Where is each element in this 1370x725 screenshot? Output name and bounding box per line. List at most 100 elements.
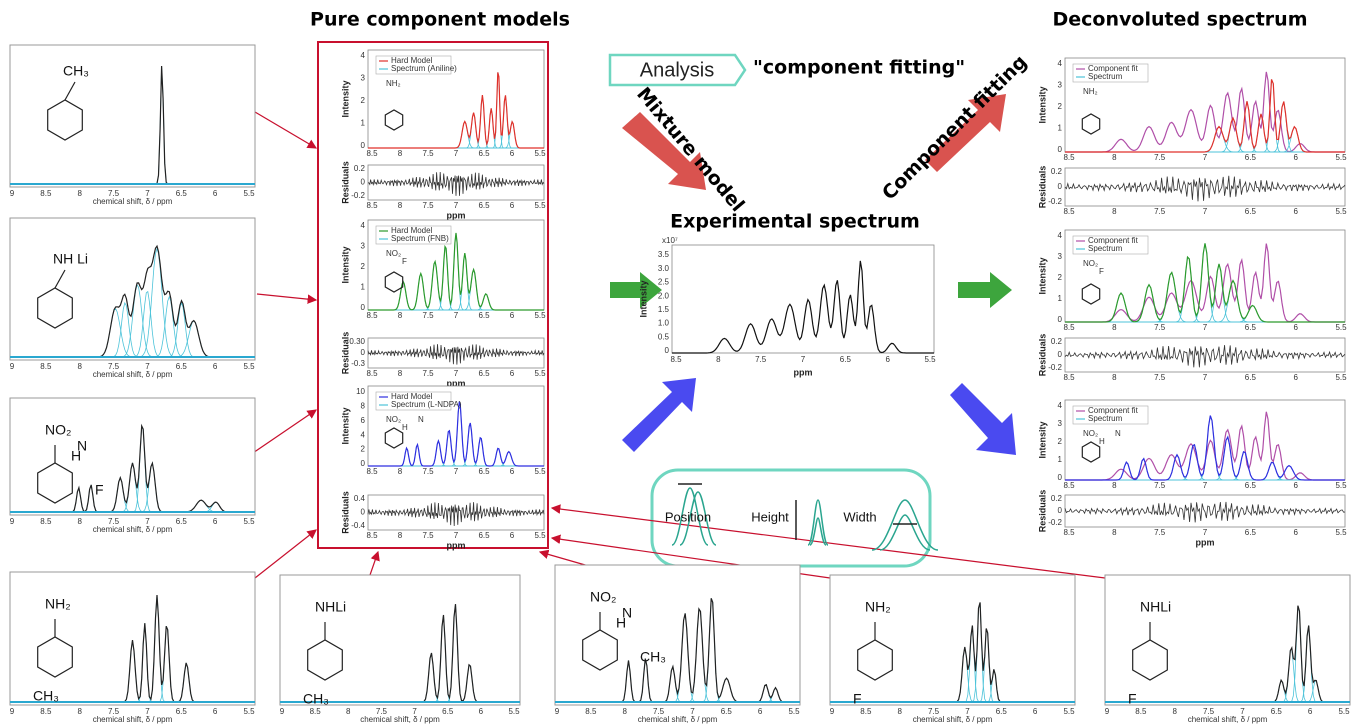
x-tick-label: 9	[10, 362, 15, 371]
y-tick-label: 3	[361, 242, 366, 251]
x-tick-label: 5.5	[1335, 207, 1347, 216]
x-tick-label: 8.5	[1063, 153, 1075, 162]
y-tick-label: 0	[361, 303, 366, 312]
x-tick-label: 7	[1203, 153, 1208, 162]
x-tick-label: 8	[897, 707, 902, 716]
x-tick-label: 7	[965, 707, 970, 716]
x-tick-label: 8.5	[310, 707, 322, 716]
y-tick-label: 0.2	[354, 164, 366, 173]
x-tick-label: 5.5	[243, 189, 255, 198]
benzene-ring	[1081, 113, 1101, 135]
axis-label: Residuals	[340, 161, 350, 204]
x-tick-label: 8.5	[366, 201, 378, 210]
legend-box	[375, 55, 452, 75]
x-tick-label: 6.5	[176, 517, 188, 526]
x-tick-label: 5.5	[534, 531, 546, 540]
x-tick-label: 8.5	[366, 467, 378, 476]
legend-label: Spectrum	[1088, 414, 1123, 423]
chemical-group: H	[402, 423, 408, 432]
x-tick-label: 5.5	[534, 149, 546, 158]
y-tick-label: 0	[361, 459, 366, 468]
heading: Experimental spectrum	[670, 211, 920, 233]
x-tick-label: 6	[510, 467, 515, 476]
spectrum-line	[1065, 243, 1345, 323]
x-tick-label: 8	[1112, 153, 1117, 162]
x-tick-label: 6.5	[478, 531, 490, 540]
arrow-green	[610, 272, 662, 308]
benzene-ring	[47, 99, 83, 141]
x-tick-label: 9	[280, 707, 285, 716]
legend-box	[1072, 235, 1149, 255]
y-tick-label: 1	[361, 119, 366, 128]
x-tick-label: 8	[1172, 707, 1177, 716]
chemical-group: N	[1115, 429, 1121, 438]
chemical-group: NO₂	[386, 415, 401, 424]
y-tick-label: 2	[361, 445, 366, 454]
x-tick-label: 7	[1203, 528, 1208, 537]
legend-label: Spectrum	[1088, 244, 1123, 253]
x-tick-label: 5.5	[534, 201, 546, 210]
spectrum-panel	[9, 397, 256, 516]
x-tick-label: 7	[454, 369, 459, 378]
x-tick-label: 6.5	[176, 189, 188, 198]
axis-label: ppm	[447, 210, 466, 220]
chemical-group: NHLi	[315, 599, 346, 615]
y-tick-label: 4	[361, 430, 366, 439]
chemical-group: N	[418, 415, 424, 424]
x-tick-label: 8	[1112, 207, 1117, 216]
x-tick-label: 6	[1308, 707, 1313, 716]
x-tick-label: 5.5	[1338, 707, 1350, 716]
y-tick-label: 2	[361, 96, 366, 105]
axis-label: ppm	[794, 367, 813, 377]
x-tick-label: 6	[1293, 323, 1298, 332]
legend-label: Component fit	[1088, 236, 1139, 245]
x-tick-label: 8	[398, 369, 403, 378]
x-tick-label: 8.5	[40, 707, 52, 716]
x-tick-label: 7	[1203, 323, 1208, 332]
x-tick-label: 7.5	[1203, 707, 1215, 716]
x-tick-label: 7	[145, 707, 150, 716]
y-tick-label: -0.3	[351, 359, 365, 368]
x-tick-label: 6	[510, 369, 515, 378]
heading: Pure component models	[310, 9, 570, 31]
x-tick-label: 6.5	[721, 707, 733, 716]
x-tick-label: 8.5	[366, 369, 378, 378]
chemical-group: CH₃	[640, 649, 666, 665]
axis-label: chemical shift, δ / ppm	[913, 715, 993, 724]
x-tick-label: 8.5	[40, 362, 52, 371]
spectrum-panel	[9, 571, 256, 706]
y-tick-label: 8	[361, 402, 366, 411]
y-tick-label: -0.2	[1048, 518, 1062, 527]
y-tick-label: -0.2	[351, 191, 365, 200]
y-tick-label: 10	[356, 387, 365, 396]
y-tick-label: 0	[361, 348, 366, 357]
bond	[54, 269, 66, 289]
axis-label: chemical shift, δ / ppm	[93, 525, 173, 534]
axis-multiplier: x10⁷	[662, 236, 678, 245]
x-tick-label: 8	[1112, 528, 1117, 537]
x-tick-label: 6.5	[1245, 528, 1257, 537]
x-tick-label: 7.5	[1154, 528, 1166, 537]
spectrum-line	[672, 260, 934, 354]
axis-label: chemical shift, δ / ppm	[93, 370, 173, 379]
benzene-ring	[384, 271, 404, 293]
x-tick-label: 6.5	[840, 355, 852, 364]
x-tick-label: 5.5	[1335, 373, 1347, 382]
x-tick-label: 8	[77, 189, 82, 198]
spectrum-panel	[9, 217, 256, 361]
x-tick-label: 8	[398, 311, 403, 320]
x-tick-label: 6	[510, 149, 515, 158]
y-tick-label: 0	[361, 141, 366, 150]
axis-label: ppm	[447, 378, 466, 388]
x-tick-label: 8	[622, 707, 627, 716]
x-tick-label: 6.5	[442, 707, 454, 716]
spectrum-panel	[279, 574, 521, 706]
plot-frame	[671, 244, 935, 354]
x-tick-label: 6	[213, 189, 218, 198]
x-tick-label: 7.5	[422, 467, 434, 476]
x-tick-label: 8	[398, 149, 403, 158]
chemical-group: CH₃	[63, 63, 89, 79]
spectrum-line	[368, 72, 544, 149]
y-tick-label: 0.2	[1051, 167, 1063, 176]
